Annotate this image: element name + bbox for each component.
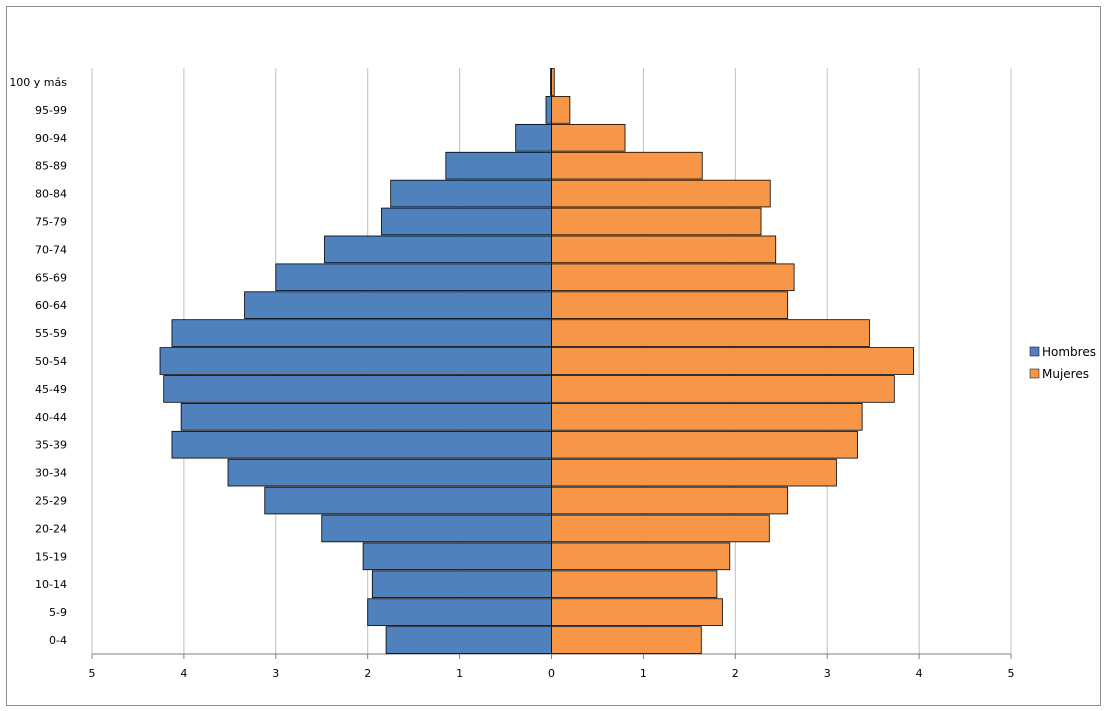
bar-hombres-55-59 [171, 319, 552, 347]
bar-mujeres-40-44 [551, 403, 863, 431]
y-tick-label: 45-49 [35, 383, 67, 396]
bar-mujeres-100-y-más [551, 68, 555, 96]
population-pyramid-chart: 0-4 5-9 10-14 15-19 20-24 25-29 30-34 35-39 40-4… [9, 68, 1096, 680]
bar-mujeres-20-24 [551, 514, 770, 543]
y-tick-label: 20-24 [35, 522, 67, 535]
x-tick-label: 5 [1008, 667, 1015, 680]
bar-mujeres-75-79 [551, 207, 762, 236]
y-tick-label: 75-79 [35, 215, 67, 228]
bar-hombres-80-84 [390, 179, 552, 208]
bar-mujeres-65-69 [551, 263, 795, 292]
x-tick-label: 3 [824, 667, 831, 680]
y-tick-label: 35-39 [35, 439, 67, 452]
bar-hombres-5-9 [367, 598, 552, 626]
bar-hombres-15-19 [362, 542, 552, 571]
bar-mujeres-85-89 [551, 151, 703, 180]
y-tick-label: 15-19 [35, 550, 67, 563]
y-tick-label: 50-54 [35, 355, 67, 368]
x-tick-label: 1 [456, 667, 463, 680]
y-tick-label: 25-29 [35, 495, 67, 508]
y-tick-label: 65-69 [35, 271, 67, 284]
y-tick-label: 100 y más [9, 76, 67, 89]
y-tick-label: 60-64 [35, 299, 67, 312]
bar-mujeres-70-74 [551, 235, 777, 264]
x-tick-label: 4 [180, 667, 187, 680]
bar-hombres-25-29 [264, 486, 552, 515]
chart-frame: 0-4 5-9 10-14 15-19 20-24 25-29 30-34 35-39 40-4… [6, 6, 1101, 706]
y-tick-label: 85-89 [35, 160, 67, 173]
y-tick-label: 0-4 [49, 634, 67, 647]
bar-mujeres-95-99 [551, 96, 571, 124]
x-axis-tick-labels: 5 4 3 2 1 0 1 2 3 4 5 [89, 667, 1015, 680]
bar-mujeres-0-4 [551, 626, 702, 654]
bar-mujeres-45-49 [551, 375, 895, 403]
bar-hombres-95-99 [545, 96, 552, 124]
bar-mujeres-25-29 [551, 486, 789, 515]
bar-hombres-85-89 [445, 151, 552, 180]
legend-label-mujeres: Mujeres [1042, 367, 1089, 381]
bar-hombres-65-69 [275, 263, 552, 292]
bar-mujeres-30-34 [551, 458, 837, 487]
bar-hombres-45-49 [163, 375, 552, 403]
bar-hombres-70-74 [324, 235, 552, 264]
legend-swatch-mujeres [1029, 368, 1040, 379]
legend-label-hombres: Hombres [1042, 345, 1096, 359]
bar-mujeres-80-84 [551, 179, 771, 208]
x-tick-label: 3 [272, 667, 279, 680]
bar-mujeres-35-39 [551, 430, 858, 459]
x-tick-label: 5 [89, 667, 96, 680]
bar-hombres-20-24 [321, 514, 552, 543]
bar-hombres-75-79 [381, 207, 552, 236]
legend-swatch-hombres [1029, 346, 1040, 357]
y-tick-label: 90-94 [35, 132, 67, 145]
bar-hombres-0-4 [385, 626, 552, 654]
y-tick-label: 95-99 [35, 104, 67, 117]
y-tick-label: 5-9 [49, 606, 67, 619]
bars [159, 68, 914, 654]
y-tick-label: 40-44 [35, 411, 67, 424]
x-tick-label: 2 [732, 667, 739, 680]
bar-hombres-30-34 [227, 458, 552, 487]
bar-hombres-10-14 [371, 570, 552, 599]
y-axis-tick-labels: 0-4 5-9 10-14 15-19 20-24 25-29 30-34 35-39 40-4… [9, 76, 67, 647]
legend: Hombres Mujeres [1029, 345, 1096, 381]
bar-hombres-60-64 [244, 291, 552, 319]
x-tick-label: 0 [548, 667, 555, 680]
bar-mujeres-60-64 [551, 291, 789, 319]
x-tick-label: 4 [916, 667, 923, 680]
bar-mujeres-15-19 [551, 542, 731, 571]
bar-mujeres-90-94 [551, 123, 626, 152]
bar-hombres-50-54 [159, 347, 552, 375]
bar-mujeres-10-14 [551, 570, 718, 599]
y-tick-label: 10-14 [35, 578, 67, 591]
bar-mujeres-50-54 [551, 347, 914, 375]
y-tick-label: 55-59 [35, 327, 67, 340]
bar-hombres-40-44 [180, 403, 552, 431]
y-tick-label: 30-34 [35, 467, 67, 480]
bar-mujeres-5-9 [551, 598, 723, 626]
bar-mujeres-55-59 [551, 319, 870, 347]
y-tick-label: 80-84 [35, 188, 67, 201]
x-tick-label: 2 [364, 667, 371, 680]
bar-hombres-35-39 [171, 430, 552, 459]
x-tick-label: 1 [640, 667, 647, 680]
y-tick-label: 70-74 [35, 243, 67, 256]
bar-hombres-90-94 [515, 123, 552, 152]
